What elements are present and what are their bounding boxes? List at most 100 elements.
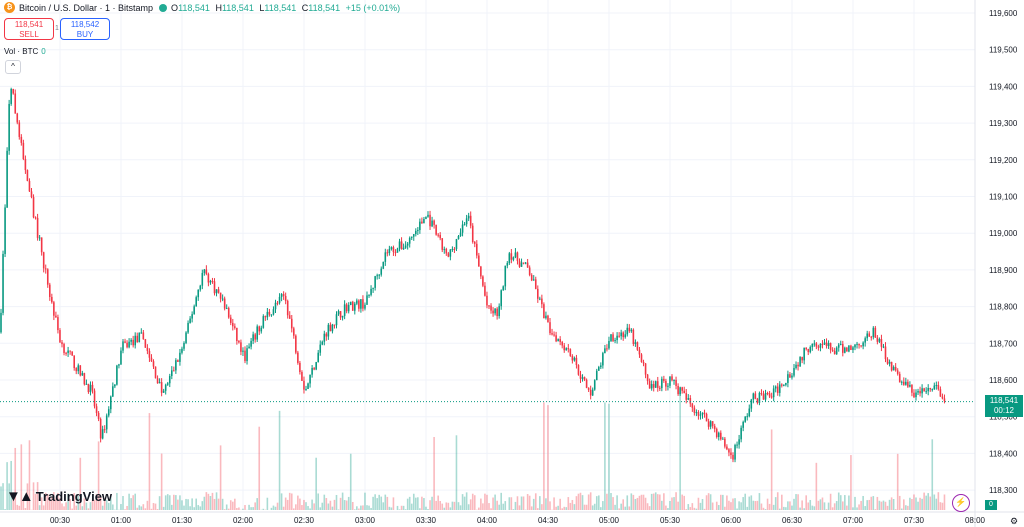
candle-body xyxy=(364,304,366,309)
volume-bar xyxy=(915,497,917,510)
sell-button[interactable]: 118,541 SELL xyxy=(4,18,54,40)
volume-bar xyxy=(254,502,256,510)
volume-bar xyxy=(606,493,608,510)
candle-body xyxy=(368,294,370,296)
price-tick-label: 118,800 xyxy=(989,303,1018,312)
volume-bar xyxy=(101,505,104,510)
candle-body xyxy=(894,366,897,371)
tradingview-logo[interactable]: ▼▲ TradingView xyxy=(6,488,112,505)
candle-body xyxy=(110,396,112,410)
candle-body xyxy=(722,438,724,440)
candle-body xyxy=(343,304,346,316)
volume-bar xyxy=(53,492,55,510)
candle-body xyxy=(882,346,885,348)
volume-bar xyxy=(612,497,614,510)
volume-bar xyxy=(654,492,657,510)
candle-body xyxy=(319,344,322,353)
volume-bar xyxy=(465,492,468,510)
price-tick-label: 118,500 xyxy=(989,413,1018,422)
candle-body xyxy=(295,335,297,353)
time-tick-label: 01:00 xyxy=(111,516,132,525)
candle-body xyxy=(559,339,561,342)
candle-body xyxy=(89,384,92,393)
volume-bar xyxy=(632,494,635,510)
candle-body xyxy=(297,352,299,363)
volume-bar xyxy=(868,499,871,510)
candle-body xyxy=(16,113,19,123)
candle-body xyxy=(465,218,468,225)
volume-bar xyxy=(500,492,502,510)
volume-bar xyxy=(567,497,570,510)
time-tick-label: 05:30 xyxy=(660,516,681,525)
candle-body xyxy=(382,261,385,269)
volume-bar xyxy=(189,506,191,510)
volume-bar xyxy=(8,483,10,510)
candle-body xyxy=(504,265,507,287)
candle-body xyxy=(461,224,464,233)
candle-body xyxy=(746,416,749,418)
candle-body xyxy=(530,274,533,281)
candle-body xyxy=(335,314,338,326)
candle-body xyxy=(787,374,789,383)
time-tick-label: 07:30 xyxy=(904,516,925,525)
volume-bar xyxy=(329,500,332,510)
candle-body xyxy=(549,322,551,334)
candle-body xyxy=(636,342,639,350)
volume-bar xyxy=(876,496,879,510)
volume-bar xyxy=(557,505,559,510)
buy-button[interactable]: 118,542 BUY xyxy=(60,18,110,40)
candle-body xyxy=(154,366,157,379)
candle-body xyxy=(177,360,179,362)
volume-bar xyxy=(850,455,852,510)
candle-body xyxy=(927,388,929,392)
volume-bar xyxy=(815,462,818,510)
candle-body xyxy=(329,324,332,332)
lightning-icon[interactable]: ⚡ xyxy=(952,494,970,512)
time-tick-label: 08:00 xyxy=(965,516,986,525)
volume-bar xyxy=(829,493,832,510)
volume-bar xyxy=(4,509,6,510)
volume-bar xyxy=(797,494,799,510)
volume-bar xyxy=(817,500,820,510)
candle-body xyxy=(898,373,901,383)
volume-bar xyxy=(559,498,561,510)
volume-bar xyxy=(762,507,765,510)
volume-bar xyxy=(368,505,370,510)
candle-body xyxy=(890,361,893,371)
price-tick-label: 119,100 xyxy=(989,193,1018,202)
symbol-title[interactable]: Bitcoin / U.S. Dollar · 1 · Bitstamp xyxy=(19,2,154,13)
candle-body xyxy=(173,370,175,372)
volume-bar xyxy=(750,495,753,510)
candle-body xyxy=(417,230,419,232)
candle-body xyxy=(638,349,641,355)
candle-body xyxy=(793,368,795,376)
volume-bar xyxy=(778,508,781,510)
candle-body xyxy=(38,237,41,239)
candle-body xyxy=(412,234,415,237)
volume-bar xyxy=(909,497,911,510)
volume-bar xyxy=(278,410,281,510)
collapse-icon[interactable]: ^ xyxy=(5,60,21,74)
candle-body xyxy=(394,252,397,254)
volume-bar xyxy=(132,495,134,510)
candle-body xyxy=(827,343,830,346)
candle-body xyxy=(79,365,82,376)
volume-bar xyxy=(913,494,915,510)
volume-bar xyxy=(785,507,787,510)
volume-bar xyxy=(134,493,136,510)
candle-body xyxy=(807,349,810,353)
candle-body xyxy=(795,364,797,369)
settings-icon[interactable]: ⚙ xyxy=(1010,516,1019,526)
candle-body xyxy=(425,216,427,219)
candle-body xyxy=(764,393,767,400)
candle-body xyxy=(44,268,47,270)
candle-body xyxy=(754,393,757,399)
candle-body xyxy=(593,380,596,390)
candle-body xyxy=(34,217,37,219)
candle-body xyxy=(648,381,651,389)
candle-body xyxy=(103,429,106,431)
volume-bar xyxy=(262,508,265,510)
candle-body xyxy=(624,334,627,338)
volume-bar xyxy=(63,506,65,510)
